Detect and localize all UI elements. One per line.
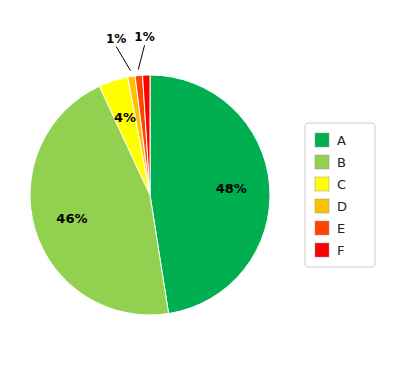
legend-label: D: [337, 199, 347, 214]
legend-label: F: [337, 243, 344, 258]
slice: [150, 75, 270, 314]
legend-label: A: [337, 133, 346, 148]
legend-swatch: [315, 221, 329, 235]
slice: [143, 75, 150, 195]
slice: [135, 75, 150, 195]
legend-box: [305, 123, 375, 267]
legend-label: E: [337, 221, 345, 236]
legend-label: C: [337, 177, 346, 192]
data-label: 46%: [56, 211, 87, 226]
data-label: 48%: [216, 181, 247, 196]
leader-line: [138, 45, 144, 69]
pie: [30, 75, 270, 315]
chart: 48% 46% 4% 1% 1% ABCDEF: [0, 0, 415, 371]
legend-swatch: [315, 199, 329, 213]
slice: [128, 76, 150, 195]
data-label: 4%: [114, 110, 136, 125]
background: [0, 0, 415, 371]
data-labels: 48% 46% 4% 1% 1%: [56, 30, 247, 226]
data-label: 1%: [106, 32, 126, 46]
legend: ABCDEF: [305, 123, 375, 267]
legend-label: B: [337, 155, 346, 170]
leader-line: [116, 47, 130, 71]
legend-swatch: [315, 177, 329, 191]
legend-swatch: [315, 155, 329, 169]
legend-swatch: [315, 243, 329, 257]
legend-swatch: [315, 133, 329, 147]
data-label: 1%: [134, 30, 154, 44]
